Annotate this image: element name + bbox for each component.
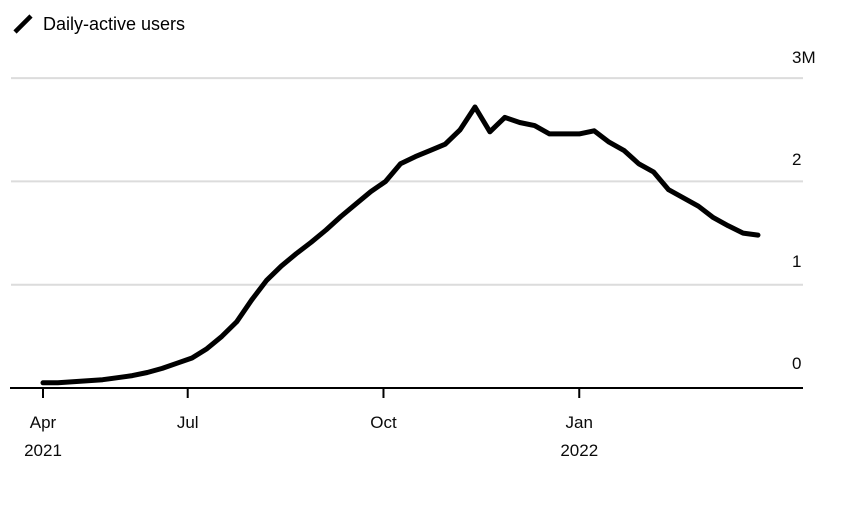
legend-label: Daily-active users <box>43 13 186 34</box>
x-axis-label-apr: Apr <box>29 413 57 432</box>
x-axis-label-2022: 2022 <box>560 441 599 460</box>
x-axis-label-jan: Jan <box>565 413 593 432</box>
legend: Daily-active users <box>12 13 185 35</box>
x-tick-label-group: Jul <box>177 413 199 433</box>
x-axis-label-jul: Jul <box>176 413 199 432</box>
x-axis-label-oct: Oct <box>370 413 397 432</box>
x-tick-label-group: Oct <box>370 413 396 433</box>
data-line-daily-active-users <box>40 104 761 386</box>
y-axis-label-1: 1 <box>792 252 802 271</box>
y-axis-label-2: 2 <box>792 150 802 169</box>
x-tick-label-group: Apr 2021 <box>24 413 62 461</box>
line-swatch-icon <box>13 14 33 34</box>
x-axis-label-2021: 2021 <box>24 441 62 460</box>
x-tick-label-group: Jan 2022 <box>560 413 598 461</box>
y-axis-label-3m: 3M <box>792 48 816 67</box>
y-axis-label-0: 0 <box>792 354 802 373</box>
